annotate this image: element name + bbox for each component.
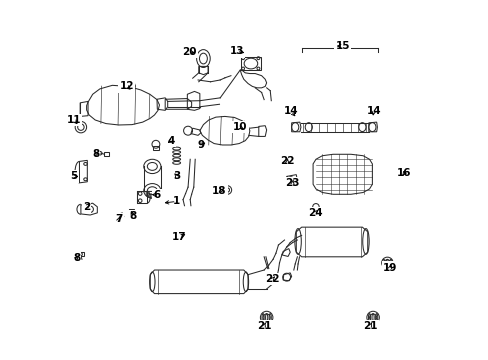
Text: 5: 5 [70, 171, 77, 181]
Text: 17: 17 [172, 232, 186, 242]
Text: 10: 10 [232, 122, 247, 132]
Text: 20: 20 [182, 47, 196, 57]
Text: 21: 21 [362, 321, 377, 331]
Text: 16: 16 [396, 168, 411, 178]
Text: 14: 14 [366, 107, 380, 116]
Text: 11: 11 [66, 115, 81, 125]
Text: 14: 14 [283, 107, 298, 116]
Text: 24: 24 [307, 208, 322, 218]
Text: 4: 4 [167, 136, 175, 146]
Text: 8: 8 [129, 211, 136, 221]
Text: 22: 22 [280, 157, 294, 166]
Text: 13: 13 [229, 46, 244, 57]
Text: 21: 21 [256, 321, 271, 331]
Text: 9: 9 [197, 140, 204, 150]
Text: 8: 8 [73, 253, 80, 263]
Text: 1: 1 [173, 197, 180, 206]
Text: 2: 2 [83, 202, 90, 212]
Text: 6: 6 [153, 190, 160, 200]
Text: 15: 15 [335, 41, 349, 51]
Text: 22: 22 [264, 274, 279, 284]
Text: 19: 19 [382, 262, 397, 273]
Text: 3: 3 [173, 171, 180, 181]
Text: 18: 18 [212, 186, 226, 196]
Text: 7: 7 [115, 214, 122, 224]
Text: 12: 12 [119, 81, 134, 91]
Text: 8: 8 [92, 149, 99, 159]
Text: 23: 23 [285, 178, 299, 188]
